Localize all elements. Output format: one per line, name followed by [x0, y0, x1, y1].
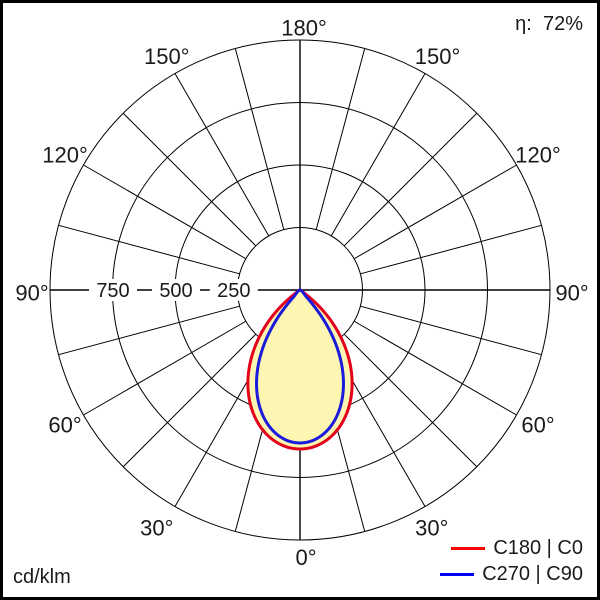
svg-text:90°: 90° [555, 281, 588, 306]
svg-text:750: 750 [96, 280, 129, 302]
svg-text:500: 500 [159, 280, 192, 302]
svg-text:250: 250 [217, 280, 250, 302]
svg-text:60°: 60° [521, 413, 554, 438]
svg-text:120°: 120° [515, 143, 561, 168]
svg-text:120°: 120° [42, 143, 88, 168]
svg-text:180°: 180° [281, 16, 327, 41]
svg-text:60°: 60° [48, 413, 81, 438]
svg-text:150°: 150° [415, 44, 461, 69]
svg-text:150°: 150° [144, 44, 190, 69]
svg-text:90°: 90° [15, 281, 48, 306]
svg-text:30°: 30° [140, 516, 173, 541]
svg-text:0°: 0° [295, 545, 316, 570]
